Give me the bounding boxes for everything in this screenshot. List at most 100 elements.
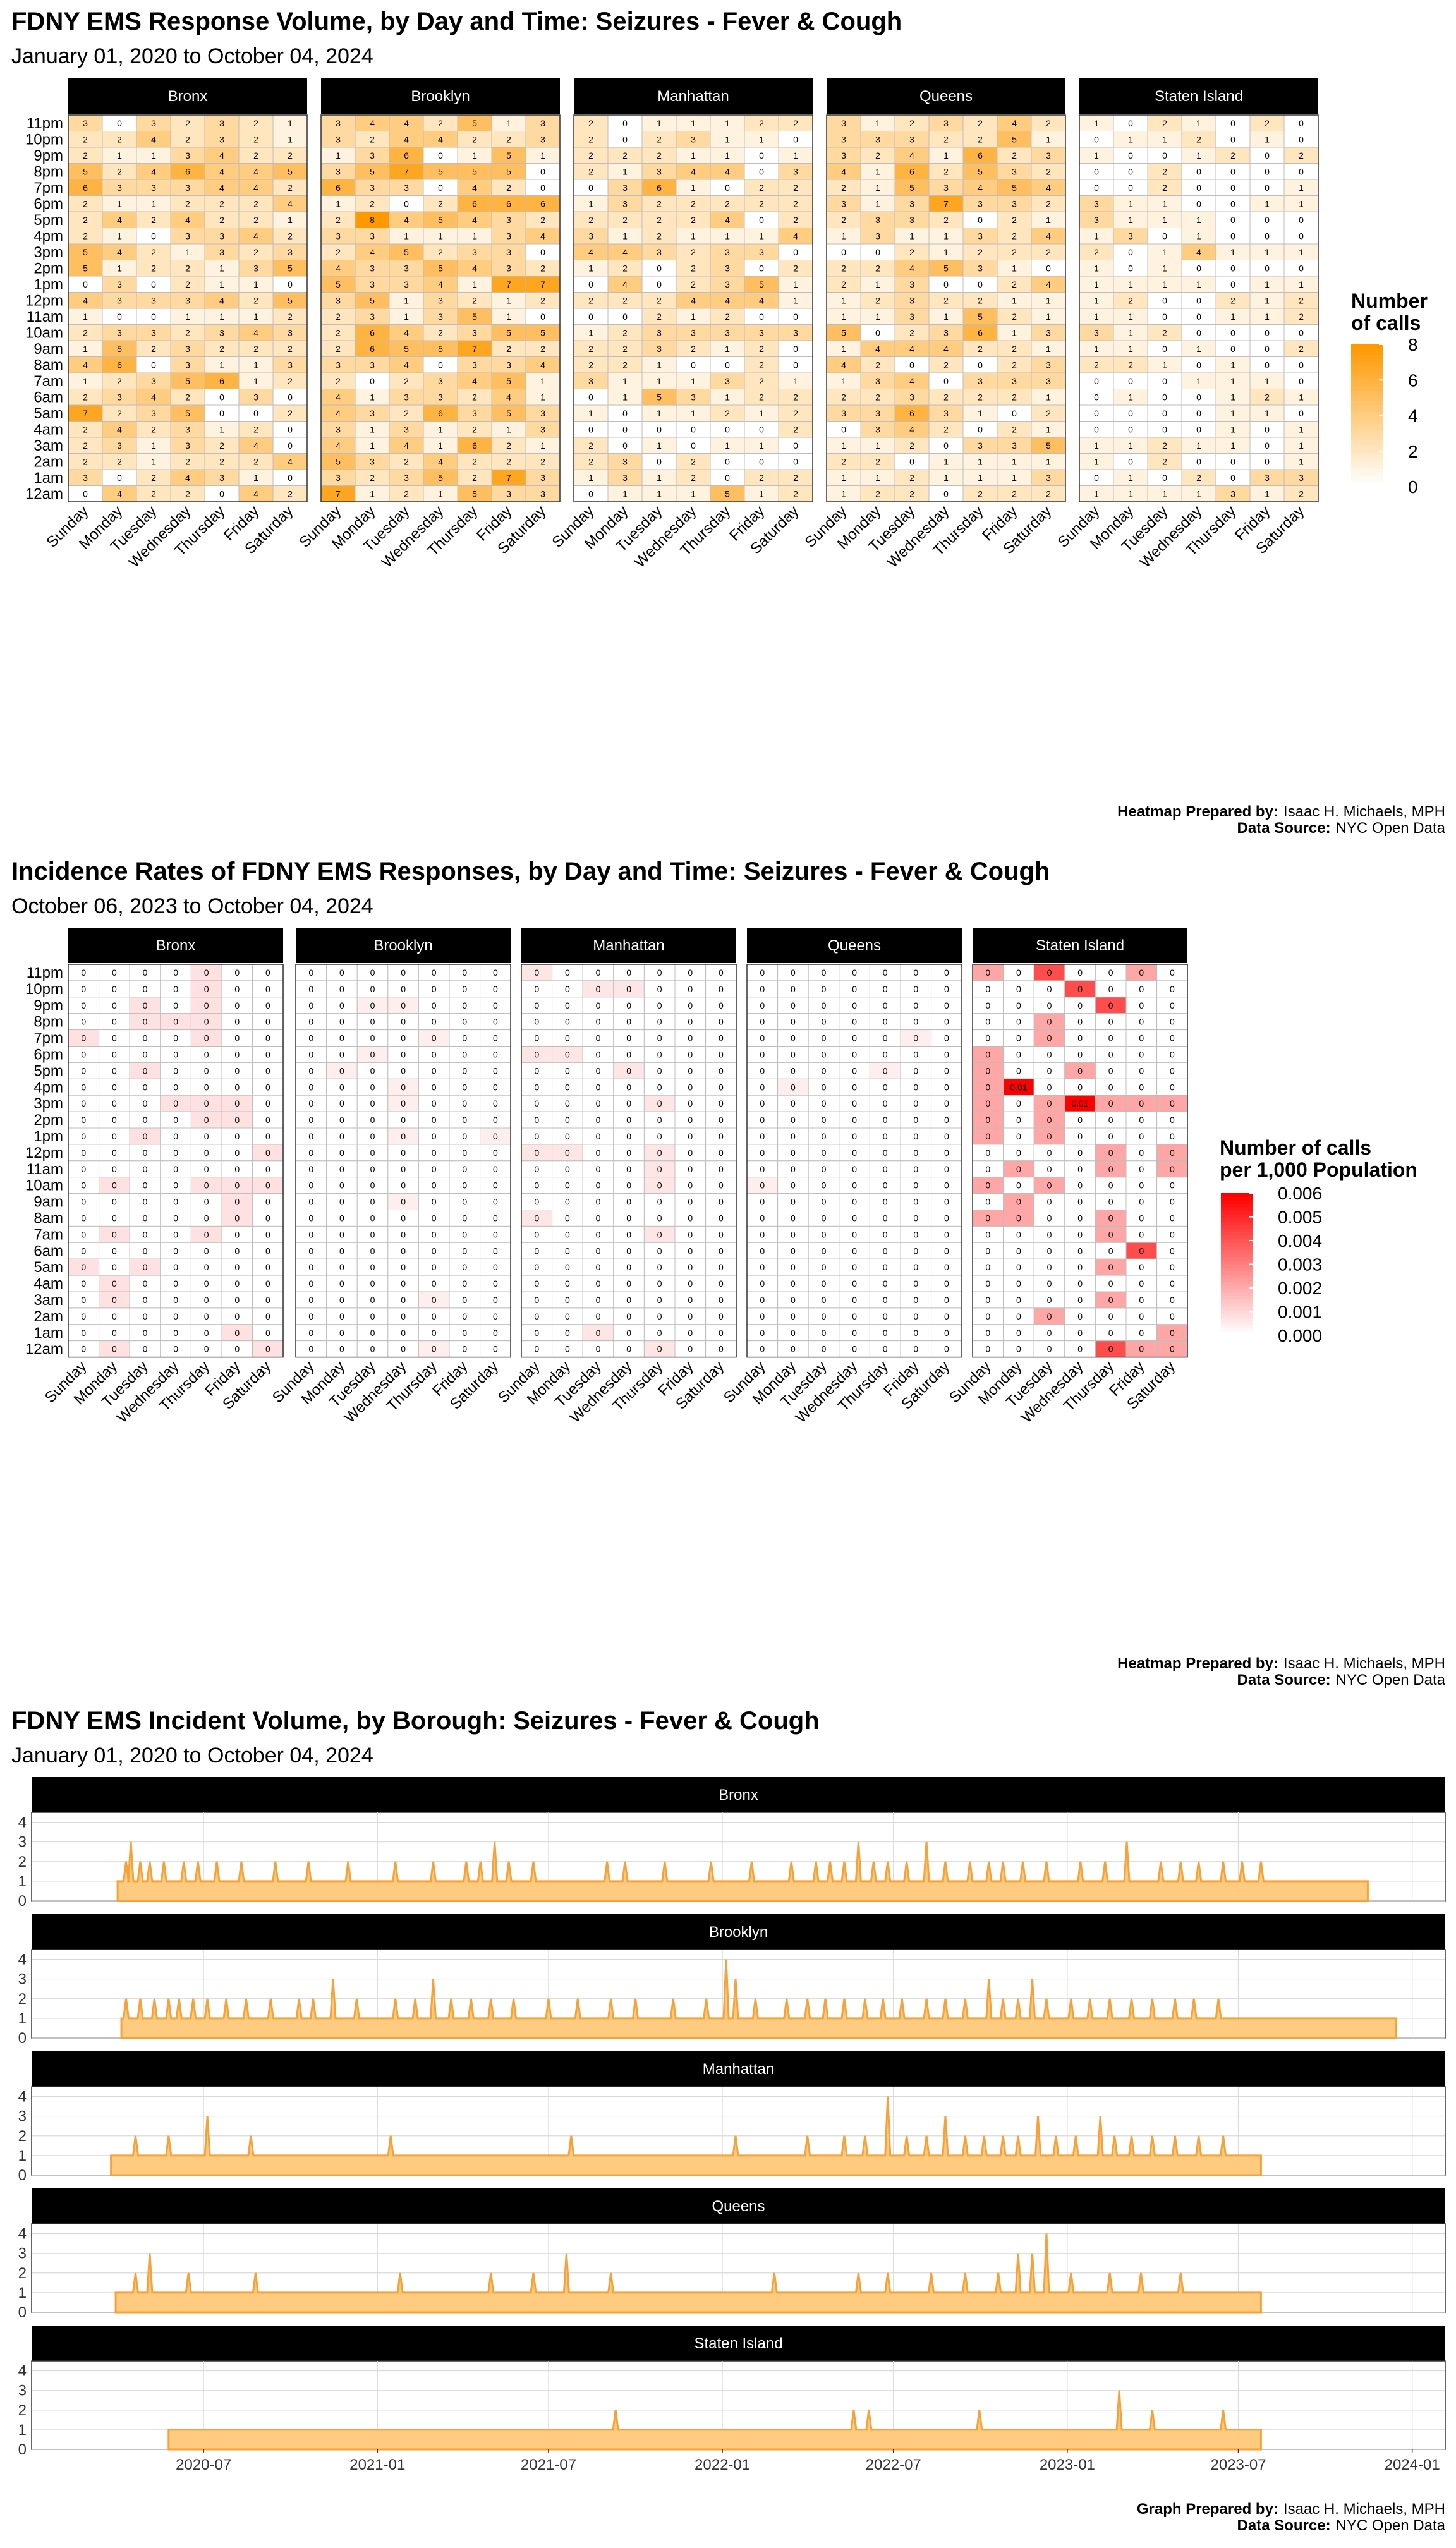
cell-label: 0 (204, 1229, 209, 1239)
cell-label: 0 (985, 1017, 990, 1027)
cell-label: 0 (534, 1229, 539, 1239)
cell-label: 2 (185, 134, 190, 144)
cell-label: 2 (978, 247, 983, 257)
cell-label: 0 (234, 1197, 240, 1207)
cell-label: 0 (151, 279, 156, 289)
cell-label: 0 (219, 488, 224, 499)
cell-label: 0 (657, 1180, 662, 1191)
cell-label: 0 (234, 1049, 240, 1059)
legend-swatch (1351, 419, 1383, 423)
cell-label: 1 (1094, 312, 1099, 322)
y-tick-label: 9am (33, 341, 63, 358)
strip-label-queens: Queens (919, 88, 973, 105)
cell-label: 2 (253, 215, 258, 225)
cell-label: 0 (462, 1213, 467, 1223)
heat-cell (238, 437, 274, 454)
cell-label: 0 (173, 1000, 178, 1010)
cell-label: 0 (265, 1000, 270, 1010)
cell-label: 0 (1016, 1033, 1021, 1043)
y-tick-label: 10pm (25, 131, 63, 148)
cell-label: 0 (883, 1148, 888, 1158)
heat-cell (204, 131, 240, 148)
count-source-name: NYC Open Data (1336, 820, 1446, 837)
cell-label: 1 (943, 312, 949, 322)
cell-label: 0 (81, 1295, 86, 1305)
cell-label: 0 (688, 1049, 693, 1059)
cell-label: 0 (462, 1049, 467, 1059)
heat-cell (136, 389, 171, 406)
cell-label: 1 (1012, 473, 1017, 483)
cell-label: 0 (760, 1229, 765, 1239)
cell-label: 0 (759, 424, 764, 434)
cell-label: 0 (822, 1213, 827, 1223)
cell-label: 2 (1012, 424, 1017, 434)
cell-label: 0 (1265, 327, 1270, 337)
cell-label: 5 (288, 166, 293, 176)
cell-label: 1 (1094, 456, 1099, 466)
cell-label: 0 (1047, 1311, 1052, 1321)
legend-swatch (1221, 1200, 1253, 1204)
cell-label: 0 (985, 1049, 990, 1059)
cell-label: 0 (852, 1082, 857, 1092)
cell-label: 2 (793, 118, 798, 128)
cell-label: 0 (657, 1000, 662, 1010)
cell-label: 0 (719, 1065, 724, 1076)
cell-label: 1 (1128, 215, 1133, 225)
cell-label: 0 (596, 1246, 601, 1256)
cell-label: 0 (401, 1328, 406, 1338)
cell-label: 0 (81, 1098, 86, 1108)
cell-label: 0 (81, 1000, 86, 1010)
cell-label: 3 (622, 183, 628, 193)
cell-label: 0 (1299, 231, 1304, 241)
cell-label: 0 (565, 1148, 570, 1158)
cell-label: 4 (117, 247, 122, 257)
cell-label: 3 (759, 327, 764, 337)
cell-label: 0 (791, 1000, 796, 1010)
cell-label: 2 (288, 150, 293, 161)
cell-label: 3 (1012, 440, 1017, 451)
cell-label: 1 (841, 295, 846, 305)
cell-label: 0 (1047, 968, 1052, 978)
cell-label: 5 (438, 215, 443, 225)
cell-label: 0 (1265, 263, 1270, 273)
cell-label: 0 (688, 1033, 693, 1043)
cell-label: 0 (112, 1017, 117, 1027)
cell-label: 0 (493, 1164, 498, 1174)
cell-label: 0 (540, 312, 545, 322)
cell-label: 2 (875, 295, 880, 305)
cell-label: 0 (841, 424, 846, 434)
cell-label: 0 (1196, 360, 1201, 370)
cell-label: 0 (1016, 1197, 1021, 1207)
cell-label: 0 (432, 1033, 437, 1043)
cell-label: 0 (852, 1017, 857, 1027)
cell-label: 0 (1299, 118, 1304, 128)
cell-label: 1 (691, 312, 696, 322)
cell-label: 1 (1230, 424, 1235, 434)
legend-tick-label: 0.005 (1278, 1208, 1322, 1227)
cell-label: 0 (793, 360, 798, 370)
cell-label: 0 (1108, 1033, 1113, 1043)
cell-label: 2 (1046, 488, 1051, 499)
cell-label: 0 (204, 1213, 209, 1223)
cell-label: 2 (691, 215, 696, 225)
cell-label: 2 (151, 424, 156, 434)
cell-label: 1 (1128, 279, 1133, 289)
cell-label: 3 (370, 279, 375, 289)
cell-label: 0 (112, 1000, 117, 1010)
cell-label: 0 (1128, 247, 1133, 257)
heat-cell (102, 308, 137, 325)
cell-label: 0 (1047, 1213, 1052, 1223)
cell-label: 0 (1230, 344, 1235, 354)
cell-label: 3 (506, 215, 511, 225)
cell-label: 0 (944, 1295, 949, 1305)
cell-label: 0 (234, 1000, 240, 1010)
cell-label: 2 (759, 376, 764, 386)
cell-label: 0 (588, 392, 593, 402)
y-tick-label: 4 (18, 2089, 27, 2106)
cell-label: 1 (1196, 231, 1201, 241)
cell-label: 3 (875, 134, 880, 144)
cell-label: 1 (1299, 183, 1304, 193)
cell-label: 0 (173, 1180, 178, 1191)
cell-label: 0 (204, 1082, 209, 1092)
cell-label: 0 (1047, 1049, 1052, 1059)
